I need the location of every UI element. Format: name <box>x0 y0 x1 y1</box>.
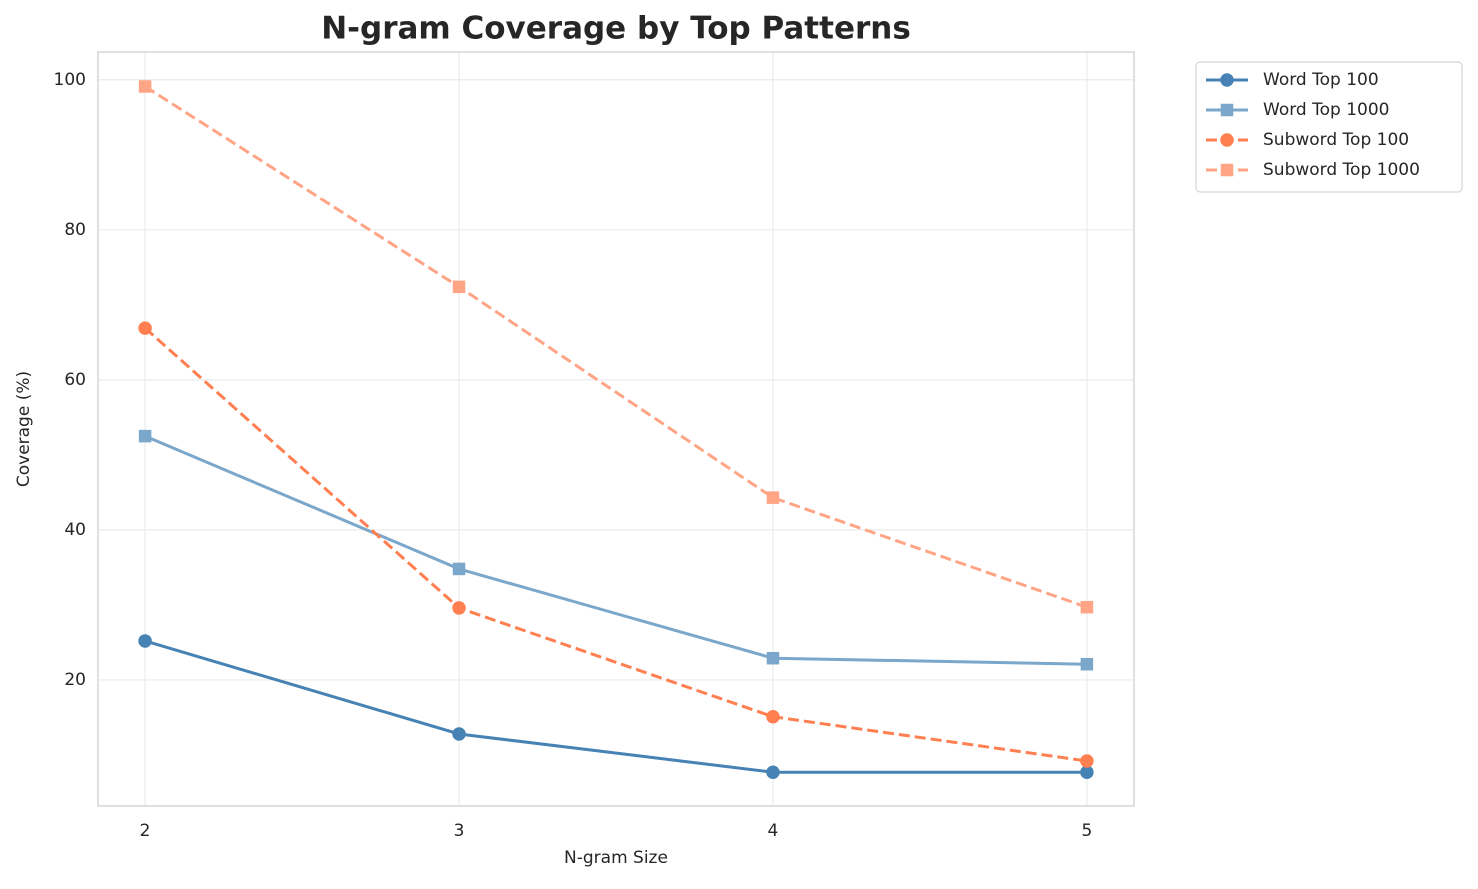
marker <box>766 491 780 504</box>
marker <box>1220 163 1234 177</box>
x-tick-label: 5 <box>1081 821 1092 841</box>
marker <box>1220 103 1234 117</box>
marker <box>766 709 780 724</box>
marker <box>452 727 466 741</box>
marker <box>138 321 152 335</box>
series-line <box>144 434 1087 666</box>
y-tick-label: 80 <box>64 220 86 240</box>
marker <box>1080 600 1094 614</box>
marker <box>766 765 780 779</box>
marker <box>1080 765 1094 779</box>
marker <box>1080 657 1094 671</box>
y-tick-label: 40 <box>64 520 86 540</box>
series-line <box>144 639 1087 774</box>
x-tick-label: 3 <box>454 821 465 841</box>
marker <box>138 80 152 93</box>
marker <box>1080 754 1094 768</box>
y-axis-label: Coverage (%) <box>14 371 34 487</box>
series-line <box>144 85 1088 609</box>
legend-label: Word Top 1000 <box>1263 100 1389 120</box>
marker <box>766 651 780 665</box>
x-tick-label: 4 <box>768 821 779 841</box>
marker <box>452 562 466 576</box>
marker <box>1220 133 1234 147</box>
marker <box>452 601 466 615</box>
y-tick-label: 20 <box>64 670 86 690</box>
legend-label: Subword Top 1000 <box>1263 160 1420 180</box>
marker <box>138 429 152 443</box>
x-tick-label: 2 <box>140 821 151 841</box>
y-tick-label: 100 <box>54 70 86 90</box>
marker <box>1220 73 1234 87</box>
marker <box>138 634 152 648</box>
series-line <box>144 326 1088 763</box>
legend-box <box>1195 61 1463 193</box>
y-tick-label: 60 <box>64 370 86 390</box>
x-axis-label: N-gram Size <box>564 848 668 868</box>
legend-label: Word Top 100 <box>1263 70 1379 90</box>
plot-frame <box>97 51 1135 807</box>
chart-title: N-gram Coverage by Top Patterns <box>321 11 911 47</box>
marker <box>452 280 466 294</box>
legend-label: Subword Top 100 <box>1263 130 1409 150</box>
